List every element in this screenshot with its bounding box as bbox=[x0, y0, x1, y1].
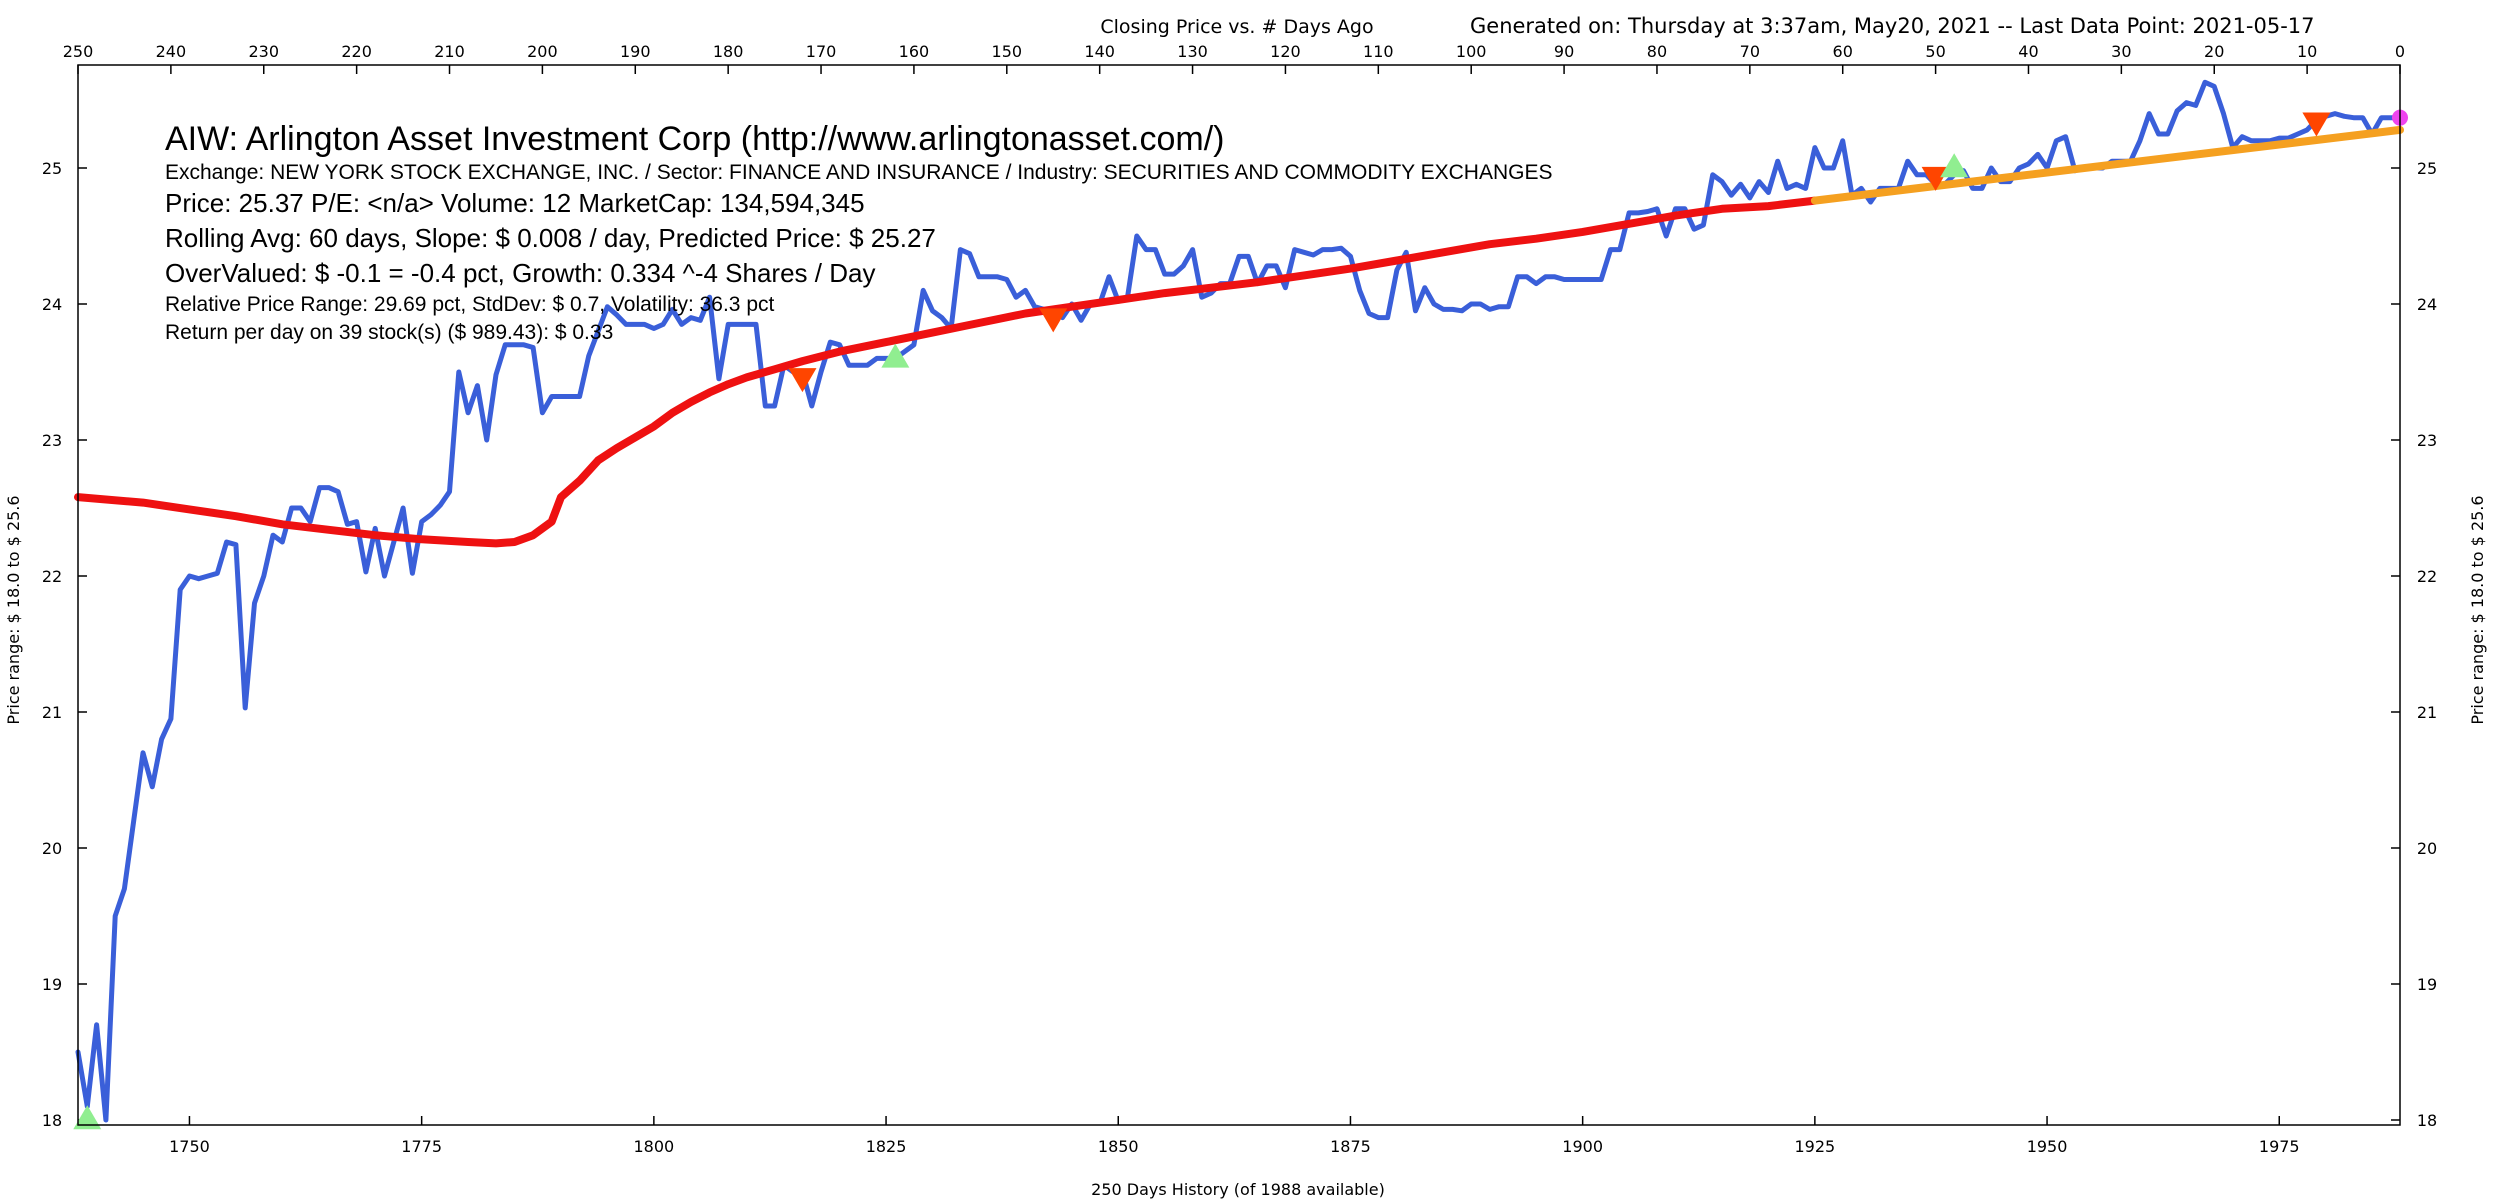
x-tick-label: 1950 bbox=[2027, 1137, 2068, 1156]
stock-title: AIW: Arlington Asset Investment Corp (ht… bbox=[165, 120, 1224, 158]
x-axis-ticks: 1750 1775 1800 1825 1850 1875 1900 1925 1950 1975 bbox=[169, 1116, 2300, 1156]
buy-marker bbox=[881, 343, 910, 368]
top-tick-label: 180 bbox=[713, 42, 744, 61]
top-axis-ticks: 250 240 230 220 210 200 190 180 170 160 150 140 130 1… bbox=[63, 42, 2405, 74]
y-tick-label-right: 24 bbox=[2417, 295, 2437, 314]
y-tick-label-right: 23 bbox=[2417, 431, 2437, 450]
top-tick-label: 120 bbox=[1270, 42, 1301, 61]
buy-marker bbox=[73, 1105, 102, 1130]
x-tick-label: 1825 bbox=[866, 1137, 907, 1156]
x-tick-label: 1925 bbox=[1794, 1137, 1835, 1156]
generated-info: Generated on: Thursday at 3:37am, May20,… bbox=[1470, 14, 2315, 38]
sell-marker bbox=[2302, 112, 2331, 137]
x-tick-label: 1775 bbox=[401, 1137, 442, 1156]
top-tick-label: 0 bbox=[2395, 42, 2405, 61]
top-tick-label: 60 bbox=[1833, 42, 1853, 61]
top-tick-label: 140 bbox=[1084, 42, 1115, 61]
y-axis-ticks: 18 18 19 19 20 20 21 21 22 22 23 23 24 24 25 25 bbox=[42, 159, 2437, 1130]
sell-marker bbox=[1039, 308, 1068, 333]
top-tick-label: 10 bbox=[2297, 42, 2317, 61]
top-tick-label: 20 bbox=[2204, 42, 2224, 61]
y-tick-label-left: 24 bbox=[42, 295, 62, 314]
y-tick-label-right: 21 bbox=[2417, 703, 2437, 722]
sell-marker bbox=[788, 368, 817, 393]
y-tick-label-left: 20 bbox=[42, 839, 62, 858]
top-tick-label: 230 bbox=[248, 42, 279, 61]
top-tick-label: 210 bbox=[434, 42, 465, 61]
top-tick-label: 100 bbox=[1456, 42, 1487, 61]
top-tick-label: 80 bbox=[1647, 42, 1667, 61]
chart-title: Closing Price vs. # Days Ago bbox=[1100, 16, 1373, 38]
x-tick-label: 1875 bbox=[1330, 1137, 1371, 1156]
top-tick-label: 250 bbox=[63, 42, 94, 61]
return-info: Return per day on 39 stock(s) ($ 989.43)… bbox=[165, 321, 613, 344]
y-tick-label-left: 25 bbox=[42, 159, 62, 178]
y-tick-label-left: 23 bbox=[42, 431, 62, 450]
y-tick-label-right: 18 bbox=[2417, 1111, 2437, 1130]
exchange-info: Exchange: NEW YORK STOCK EXCHANGE, INC. … bbox=[165, 161, 1552, 184]
price-info: Price: 25.37 P/E: <n/a> Volume: 12 Marke… bbox=[165, 188, 865, 218]
top-tick-label: 110 bbox=[1363, 42, 1394, 61]
rolling-info: Rolling Avg: 60 days, Slope: $ 0.008 / d… bbox=[165, 223, 936, 253]
buy-marker bbox=[1940, 153, 1969, 178]
top-tick-label: 240 bbox=[156, 42, 187, 61]
y-tick-label-right: 22 bbox=[2417, 567, 2437, 586]
y-axis-label-right: Price range: $ 18.0 to $ 25.6 bbox=[2468, 495, 2487, 724]
plot-frame bbox=[77, 64, 2401, 1126]
rolling-average-line bbox=[74, 196, 1819, 548]
top-tick-label: 30 bbox=[2111, 42, 2131, 61]
range-info: Relative Price Range: 29.69 pct, StdDev:… bbox=[165, 293, 775, 316]
x-tick-label: 1900 bbox=[1562, 1137, 1603, 1156]
top-tick-label: 50 bbox=[1925, 42, 1945, 61]
top-tick-label: 220 bbox=[341, 42, 372, 61]
x-tick-label: 1750 bbox=[169, 1137, 210, 1156]
x-tick-label: 1850 bbox=[1098, 1137, 1139, 1156]
sell-marker bbox=[1921, 166, 1950, 191]
top-tick-label: 200 bbox=[527, 42, 558, 61]
top-tick-label: 150 bbox=[992, 42, 1023, 61]
y-tick-label-left: 21 bbox=[42, 703, 62, 722]
overvalued-info: OverValued: $ -0.1 = -0.4 pct, Growth: 0… bbox=[165, 258, 875, 288]
top-tick-label: 160 bbox=[899, 42, 930, 61]
y-tick-label-left: 19 bbox=[42, 975, 62, 994]
predicted-trend-line bbox=[1810, 125, 2404, 205]
y-tick-label-left: 22 bbox=[42, 567, 62, 586]
top-tick-label: 130 bbox=[1177, 42, 1208, 61]
x-axis-label: 250 Days History (of 1988 available) bbox=[1091, 1180, 1385, 1199]
x-tick-label: 1975 bbox=[2259, 1137, 2300, 1156]
series-layer bbox=[74, 79, 2404, 1123]
y-tick-label-left: 18 bbox=[42, 1111, 62, 1130]
y-tick-label-right: 25 bbox=[2417, 159, 2437, 178]
y-tick-label-right: 20 bbox=[2417, 839, 2437, 858]
x-tick-label: 1800 bbox=[633, 1137, 674, 1156]
top-tick-label: 40 bbox=[2018, 42, 2038, 61]
top-tick-label: 170 bbox=[806, 42, 837, 61]
top-tick-label: 70 bbox=[1740, 42, 1760, 61]
top-tick-label: 190 bbox=[620, 42, 651, 61]
top-tick-label: 90 bbox=[1554, 42, 1574, 61]
y-axis-label-left: Price range: $ 18.0 to $ 25.6 bbox=[4, 495, 23, 724]
marker-layer bbox=[73, 109, 2408, 1130]
y-tick-label-right: 19 bbox=[2417, 975, 2437, 994]
